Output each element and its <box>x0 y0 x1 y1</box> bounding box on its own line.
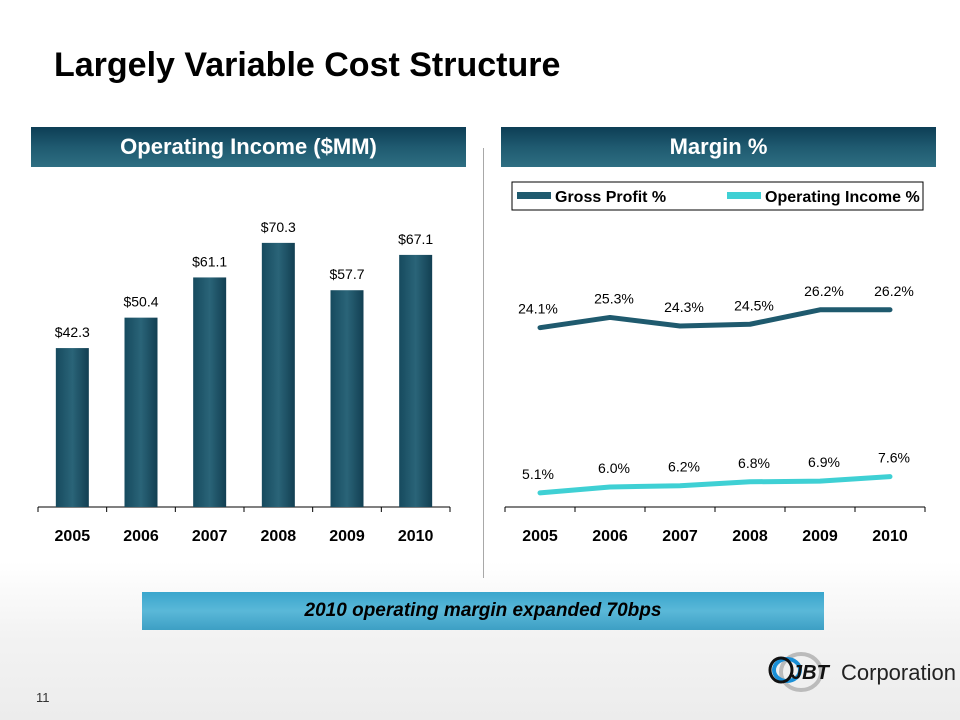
series-line-operating-income <box>537 474 893 496</box>
x-tick-label: 2006 <box>123 528 159 545</box>
x-tick-label: 2010 <box>398 528 434 545</box>
point-data-label: 25.3% <box>594 290 634 306</box>
panel-divider <box>483 148 484 578</box>
x-tick-label: 2006 <box>592 528 628 545</box>
x-tick-label: 2005 <box>522 528 558 545</box>
legend: Gross Profit % Operating Income % <box>511 181 924 211</box>
legend-label: Gross Profit % <box>555 189 666 206</box>
x-tick-label: 2008 <box>261 528 297 545</box>
point-data-label: 6.0% <box>598 460 630 476</box>
x-tick-label: 2009 <box>802 528 838 545</box>
legend-label: Operating Income % <box>765 189 920 206</box>
point-data-label: 26.2% <box>874 283 914 299</box>
operating-income-header: Operating Income ($MM) <box>31 127 466 167</box>
bar <box>261 242 295 507</box>
point-data-label: 7.6% <box>878 450 910 466</box>
bar <box>193 277 227 507</box>
point-data-label: 26.2% <box>804 283 844 299</box>
x-tick-label: 2010 <box>872 528 908 545</box>
x-tick-label: 2008 <box>732 528 768 545</box>
callout-banner: 2010 operating margin expanded 70bps <box>142 592 824 630</box>
legend-box <box>511 181 924 211</box>
series-line-gross-profit <box>537 307 893 331</box>
bar-data-label: $61.1 <box>192 253 227 269</box>
jbt-logo: JBT Corporation <box>765 648 956 698</box>
slide-title: Largely Variable Cost Structure <box>54 46 561 84</box>
x-tick-label: 2005 <box>55 528 91 545</box>
bar-data-label: $70.3 <box>261 219 296 235</box>
logo-mark: JBT <box>791 662 831 684</box>
bar-data-label: $42.3 <box>55 324 90 340</box>
x-tick-label: 2007 <box>662 528 698 545</box>
x-tick-label: 2009 <box>329 528 365 545</box>
operating-income-bar-chart: $42.3 2005 $50.4 2006 $61.1 2007 $70.3 2008 $57.… <box>37 219 451 545</box>
margin-line-chart: Gross Profit % Operating Income % 2005 2006… <box>504 181 926 545</box>
bar-data-label: $67.1 <box>398 231 433 247</box>
point-data-label: 6.9% <box>808 454 840 470</box>
logo-text: Corporation <box>841 660 956 685</box>
page-number: 11 <box>36 690 50 705</box>
point-data-label: 6.2% <box>668 459 700 475</box>
point-data-label: 24.5% <box>734 297 774 313</box>
point-data-label: 5.1% <box>522 466 554 482</box>
bar-data-label: $57.7 <box>329 266 364 282</box>
point-data-label: 6.8% <box>738 455 770 471</box>
bar <box>399 254 433 507</box>
margin-header: Margin % <box>501 127 936 167</box>
bar <box>330 290 364 507</box>
bar-data-label: $50.4 <box>123 294 158 310</box>
legend-swatch <box>727 192 761 199</box>
bar <box>124 317 158 507</box>
bar <box>55 348 89 507</box>
callout-text: 2010 operating margin expanded 70bps <box>304 600 662 621</box>
x-tick-label: 2007 <box>192 528 228 545</box>
point-data-label: 24.3% <box>664 299 704 315</box>
point-data-label: 24.1% <box>518 301 558 317</box>
legend-swatch <box>517 192 551 199</box>
jbt-logo-icon: JBT <box>768 652 831 692</box>
